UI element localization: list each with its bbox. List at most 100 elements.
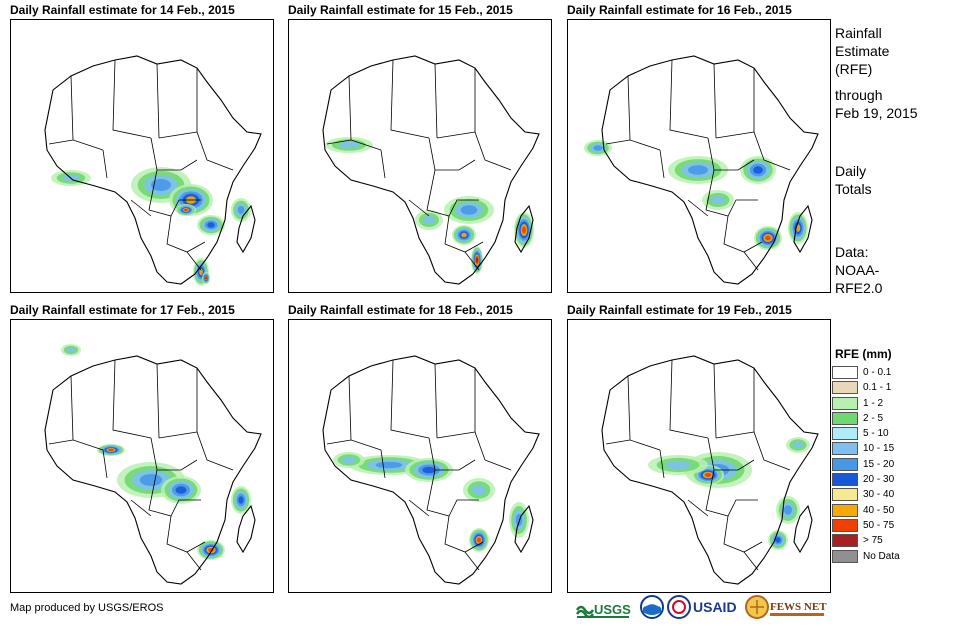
rainfall-map: [567, 319, 831, 593]
country-border: [707, 437, 755, 471]
africa-outline: [322, 355, 540, 585]
rainfall-cell: [461, 232, 467, 238]
legend-label: No Data: [863, 550, 900, 562]
country-border: [186, 551, 202, 571]
africa-outline: [601, 355, 819, 585]
africa-map: [601, 355, 819, 585]
country-border: [484, 459, 512, 471]
country-border: [206, 159, 234, 171]
country-border: [380, 449, 386, 479]
legend-label: 0.1 - 1: [863, 382, 892, 394]
rainfall-map: [10, 19, 274, 293]
legend-swatch: [832, 473, 858, 487]
legend-swatch: [832, 411, 858, 425]
rainfall-map: [288, 19, 552, 293]
rainfall-map: [10, 319, 274, 593]
country-border: [723, 215, 763, 253]
country-border: [112, 59, 152, 139]
panel-title: Daily Rainfall estimate for 18 Feb., 201…: [288, 303, 513, 317]
madagascar-outline: [514, 204, 534, 254]
country-border: [436, 131, 476, 139]
madagascar-fill: [237, 506, 255, 552]
country-border: [743, 551, 759, 571]
legend-swatch: [832, 534, 858, 548]
country-border: [687, 499, 709, 517]
country-border: [434, 363, 438, 439]
country-border: [166, 215, 206, 253]
usaid-logo: USAID: [667, 595, 737, 619]
africa-map: [44, 344, 262, 585]
madagascar-outline: [236, 504, 256, 554]
legend-label: 20 - 30: [863, 474, 895, 486]
panel-title: Daily Rainfall estimate for 17 Feb., 201…: [10, 303, 235, 317]
panel-title: Daily Rainfall estimate for 16 Feb., 201…: [567, 3, 792, 17]
africa-map: [322, 355, 540, 585]
panel-title: Daily Rainfall estimate for 19 Feb., 201…: [567, 303, 792, 317]
rainfall-cell: [175, 486, 187, 494]
country-border: [112, 359, 152, 439]
rainfall-cell: [207, 222, 215, 228]
country-border: [156, 63, 160, 139]
rainfall-cell: [753, 166, 763, 174]
rainfall-layer: [51, 167, 251, 286]
data-line: NOAA-: [835, 262, 880, 278]
legend-label: 30 - 40: [863, 489, 895, 501]
africa-outline: [601, 55, 819, 285]
country-border: [102, 149, 108, 179]
country-border: [408, 199, 430, 217]
rainfall-cell: [765, 235, 771, 241]
fews-net-logo: FEWS NET: [745, 595, 827, 619]
legend-swatch: [832, 549, 858, 563]
country-border: [713, 363, 717, 439]
africa-outline: [44, 55, 262, 285]
map-credit: Map produced by USGS/EROS: [10, 602, 164, 614]
rainfall-cell: [704, 473, 712, 477]
rainfall-cell: [593, 145, 603, 151]
legend-label: 1 - 2: [863, 397, 884, 409]
country-border: [763, 159, 791, 171]
legend-swatch: [832, 381, 858, 395]
legend-label: 2 - 5: [863, 412, 884, 424]
country-border: [715, 131, 755, 139]
rainfall-cell: [422, 466, 436, 474]
daily-line: Totals: [835, 181, 872, 197]
country-border: [408, 499, 430, 517]
country-border: [464, 251, 480, 271]
africa-outline: [44, 355, 262, 585]
country-border: [48, 439, 74, 445]
legend-swatch: [832, 427, 858, 441]
country-border: [723, 515, 763, 553]
rainfall-cell: [665, 460, 691, 470]
country-border: [156, 363, 160, 439]
country-border: [390, 359, 430, 439]
fews-net-logo-text: FEWS NET: [770, 601, 827, 613]
country-border: [659, 449, 665, 479]
data-line: RFE2.0: [835, 280, 883, 296]
panel-title: Daily Rainfall estimate for 15 Feb., 201…: [288, 3, 513, 17]
country-border: [390, 59, 430, 139]
rainfall-cell: [199, 268, 203, 276]
country-border: [715, 431, 755, 439]
country-border: [464, 551, 480, 571]
legend-label: 15 - 20: [863, 458, 895, 470]
legend-title: RFE (mm): [835, 347, 892, 361]
usgs-logo-text: USGS: [594, 602, 631, 617]
country-border: [48, 139, 74, 145]
rainfall-cell: [151, 179, 171, 191]
legend-label: > 75: [863, 535, 883, 547]
legend-label: 40 - 50: [863, 504, 895, 516]
country-border: [428, 437, 476, 471]
country-border: [707, 137, 755, 171]
data-source: Data: NOAA- RFE2.0: [835, 243, 882, 297]
madagascar-outline: [793, 504, 813, 554]
madagascar-outline: [236, 204, 256, 254]
country-border: [380, 149, 386, 179]
rainfall-cell: [338, 141, 360, 149]
rainfall-cell: [108, 448, 114, 452]
rainfall-cell: [423, 215, 435, 225]
country-border: [713, 63, 717, 139]
heading-line: (RFE): [835, 61, 873, 77]
country-border: [130, 499, 152, 517]
rainfall-cell: [237, 206, 245, 214]
country-border: [102, 449, 108, 479]
